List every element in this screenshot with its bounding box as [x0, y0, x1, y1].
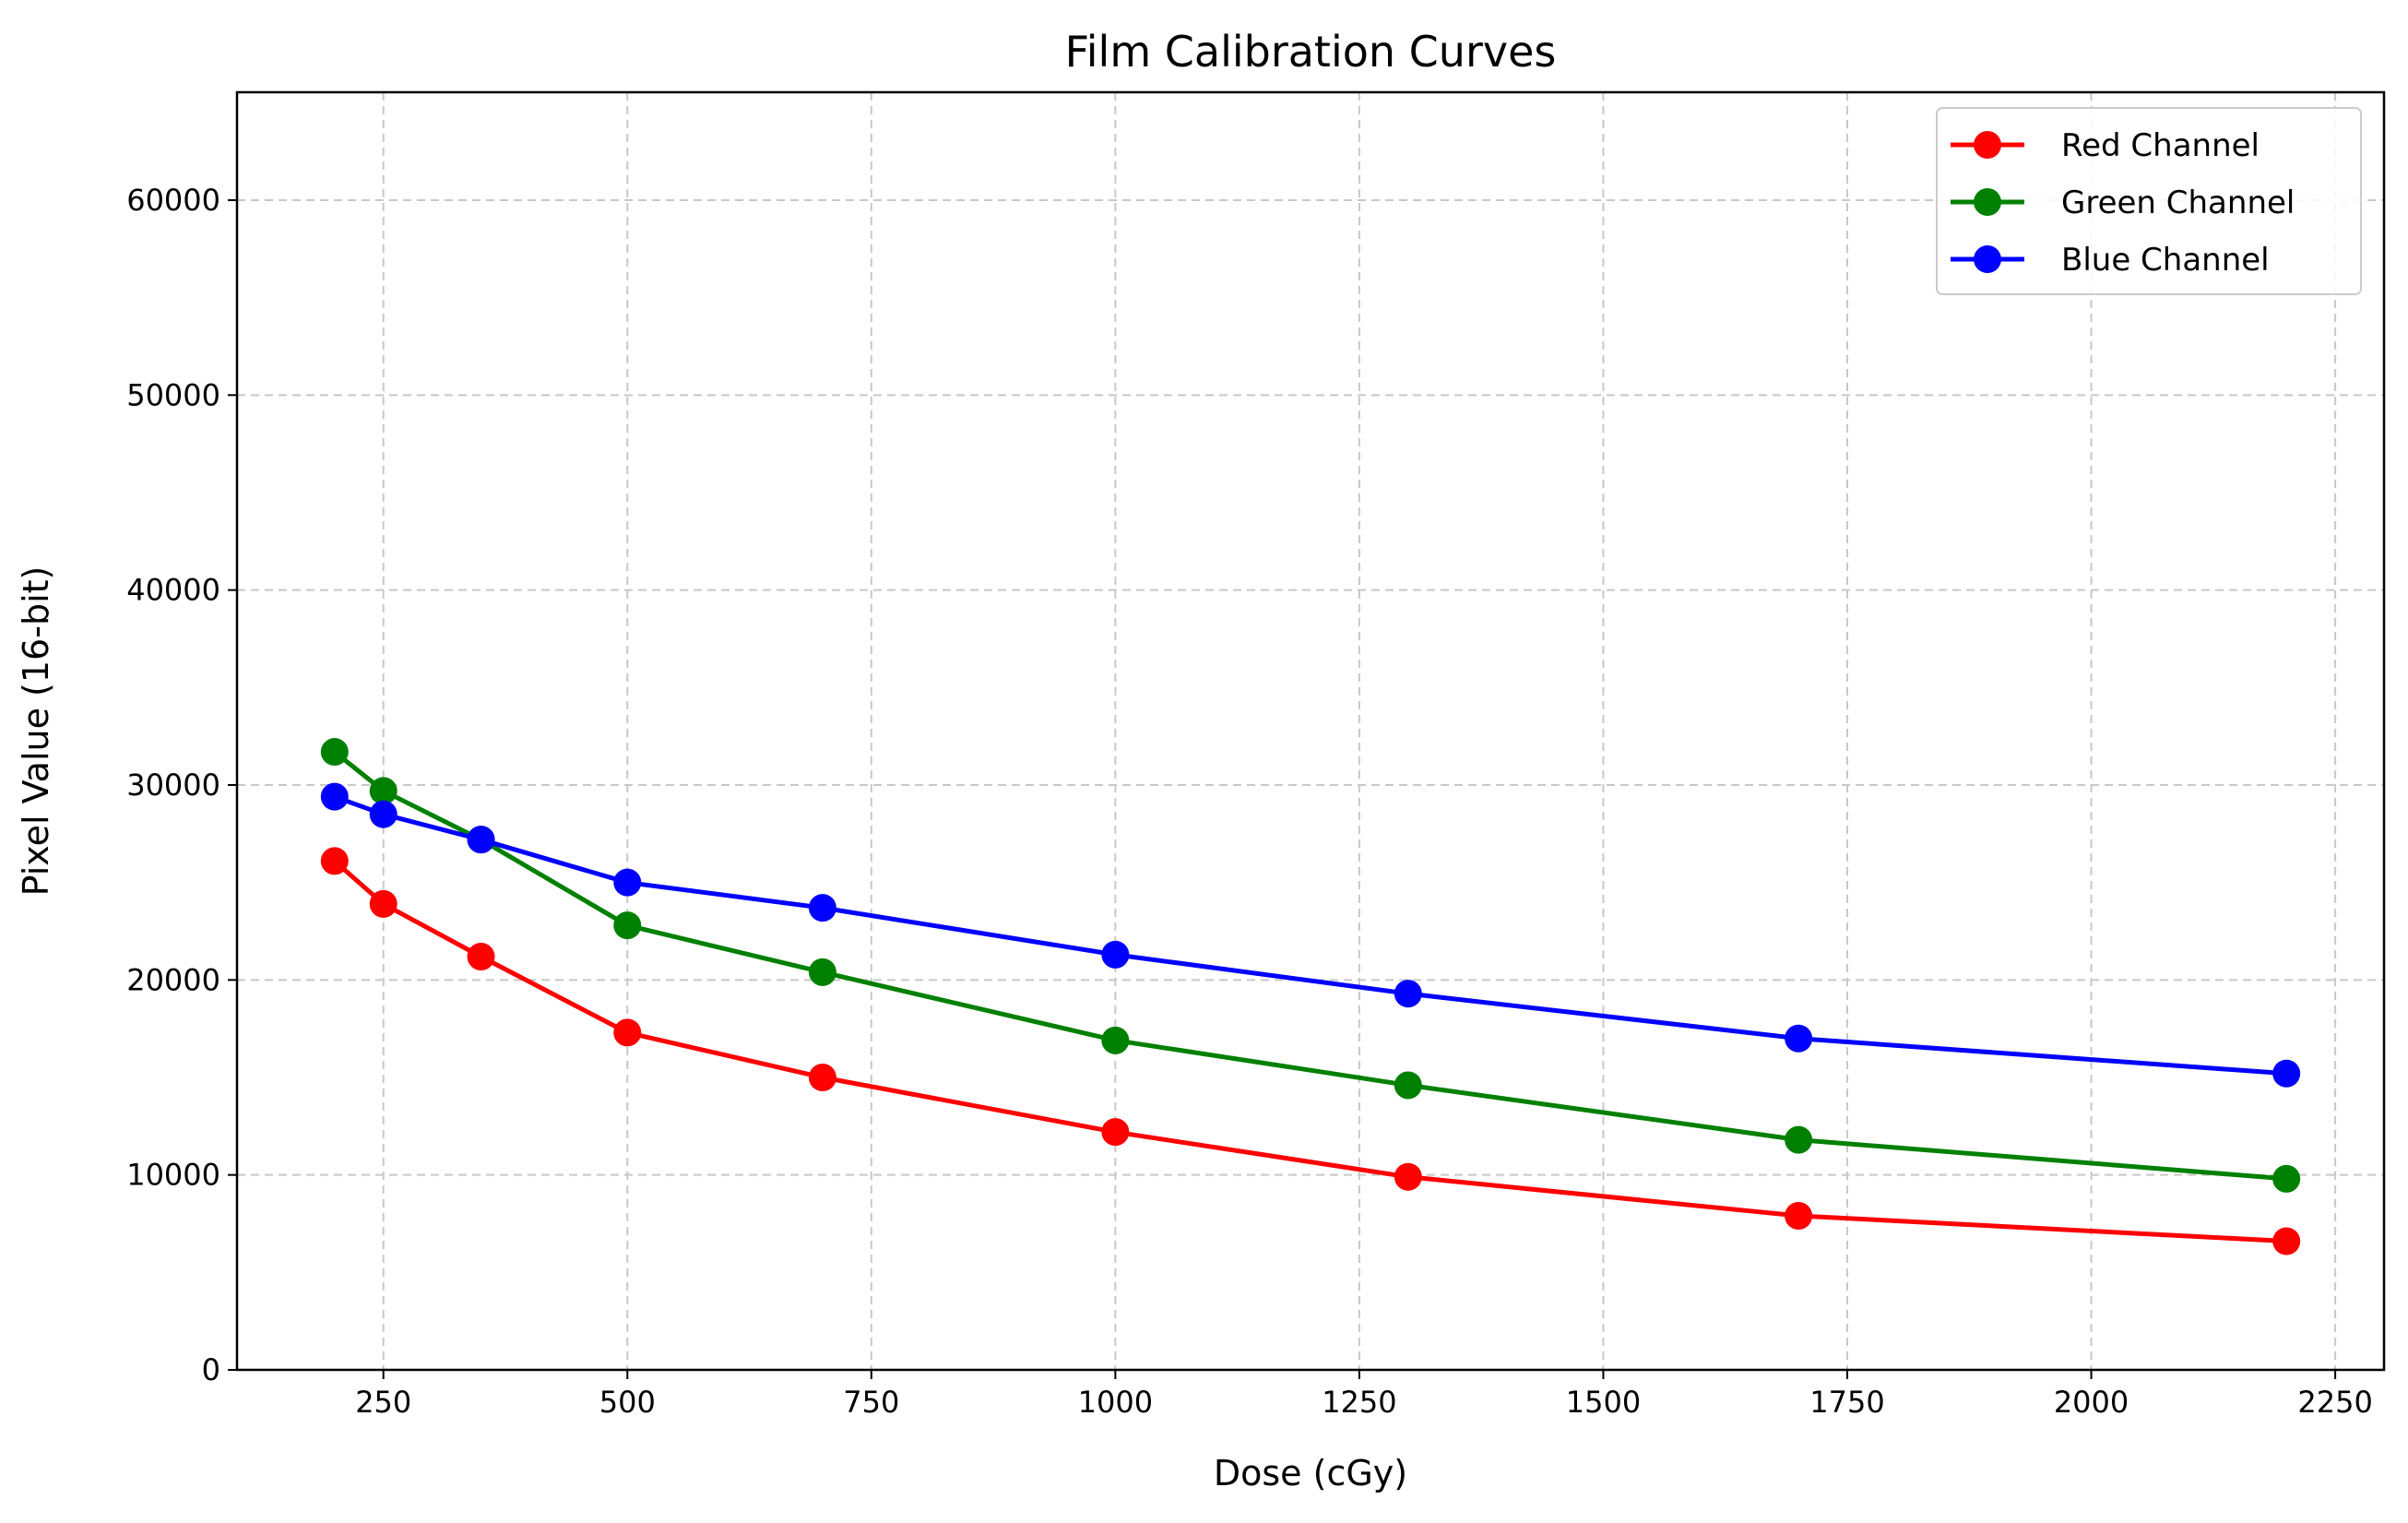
data-point: [1394, 980, 1422, 1008]
data-point: [808, 958, 836, 986]
data-point: [467, 942, 495, 970]
data-point: [613, 911, 642, 940]
chart-title: Film Calibration Curves: [1065, 27, 1557, 77]
data-point: [2272, 1164, 2301, 1193]
series-layer: [320, 738, 2301, 1255]
data-point: [613, 1018, 642, 1047]
y-tick-label: 50000: [126, 377, 220, 412]
x-tick-label: 2250: [2297, 1385, 2372, 1420]
data-point: [320, 738, 349, 767]
y-tick-label: 40000: [126, 573, 220, 608]
legend-item: Blue Channel: [1951, 242, 2270, 279]
y-tick-label: 60000: [126, 183, 220, 218]
data-point: [2272, 1059, 2301, 1088]
legend-label: Green Channel: [2061, 184, 2295, 221]
x-tick-label: 1750: [1809, 1385, 1884, 1420]
data-point: [467, 826, 495, 854]
data-point: [320, 782, 349, 811]
x-axis-label: Dose (cGy): [1214, 1453, 1407, 1493]
legend-box: [1936, 107, 2362, 295]
legend-marker: [1974, 131, 2001, 159]
legend-marker: [1974, 188, 2001, 216]
ticks: 250 500 750 1000 1250 1500 1750 2000 2250 0 10000 2…: [126, 183, 2373, 1420]
data-point: [1101, 1026, 1130, 1054]
data-point: [369, 889, 397, 918]
data-point: [1785, 1125, 1813, 1154]
data-point: [1785, 1202, 1813, 1231]
y-tick-label: 30000: [126, 767, 220, 803]
data-point: [808, 1063, 836, 1091]
legend-item: Red Channel: [1951, 127, 2260, 164]
data-point: [1785, 1024, 1813, 1053]
y-tick-label: 0: [202, 1352, 220, 1387]
series-blue-channel: [320, 782, 2301, 1088]
x-tick-label: 250: [355, 1385, 411, 1420]
legend-label: Blue Channel: [2061, 242, 2270, 279]
series-red-channel: [320, 847, 2301, 1255]
data-point: [320, 847, 349, 875]
x-tick-label: 2000: [2054, 1385, 2129, 1420]
data-point: [369, 777, 397, 805]
data-point: [1394, 1071, 1422, 1100]
legend: Red Channel Green Channel Blue Channel: [1936, 107, 2362, 295]
data-point: [1101, 940, 1130, 969]
data-point: [1101, 1118, 1130, 1147]
data-point: [808, 894, 836, 922]
y-tick-label: 20000: [126, 962, 220, 997]
plot-frame: [235, 90, 2386, 1372]
data-point: [613, 868, 642, 897]
data-point: [2272, 1227, 2301, 1255]
data-point: [369, 800, 397, 828]
data-point: [1394, 1162, 1422, 1191]
series-green-channel: [320, 738, 2301, 1193]
x-tick-label: 1500: [1566, 1385, 1641, 1420]
y-tick-label: 10000: [126, 1158, 220, 1193]
legend-marker: [1974, 245, 2001, 273]
legend-label: Red Channel: [2061, 127, 2260, 164]
y-axis-label: Pixel Value (16-bit): [16, 566, 56, 897]
legend-item: Green Channel: [1951, 184, 2295, 221]
x-tick-label: 500: [599, 1385, 656, 1420]
x-tick-label: 1000: [1078, 1385, 1153, 1420]
x-tick-label: 750: [843, 1385, 899, 1420]
x-tick-label: 1250: [1322, 1385, 1396, 1420]
